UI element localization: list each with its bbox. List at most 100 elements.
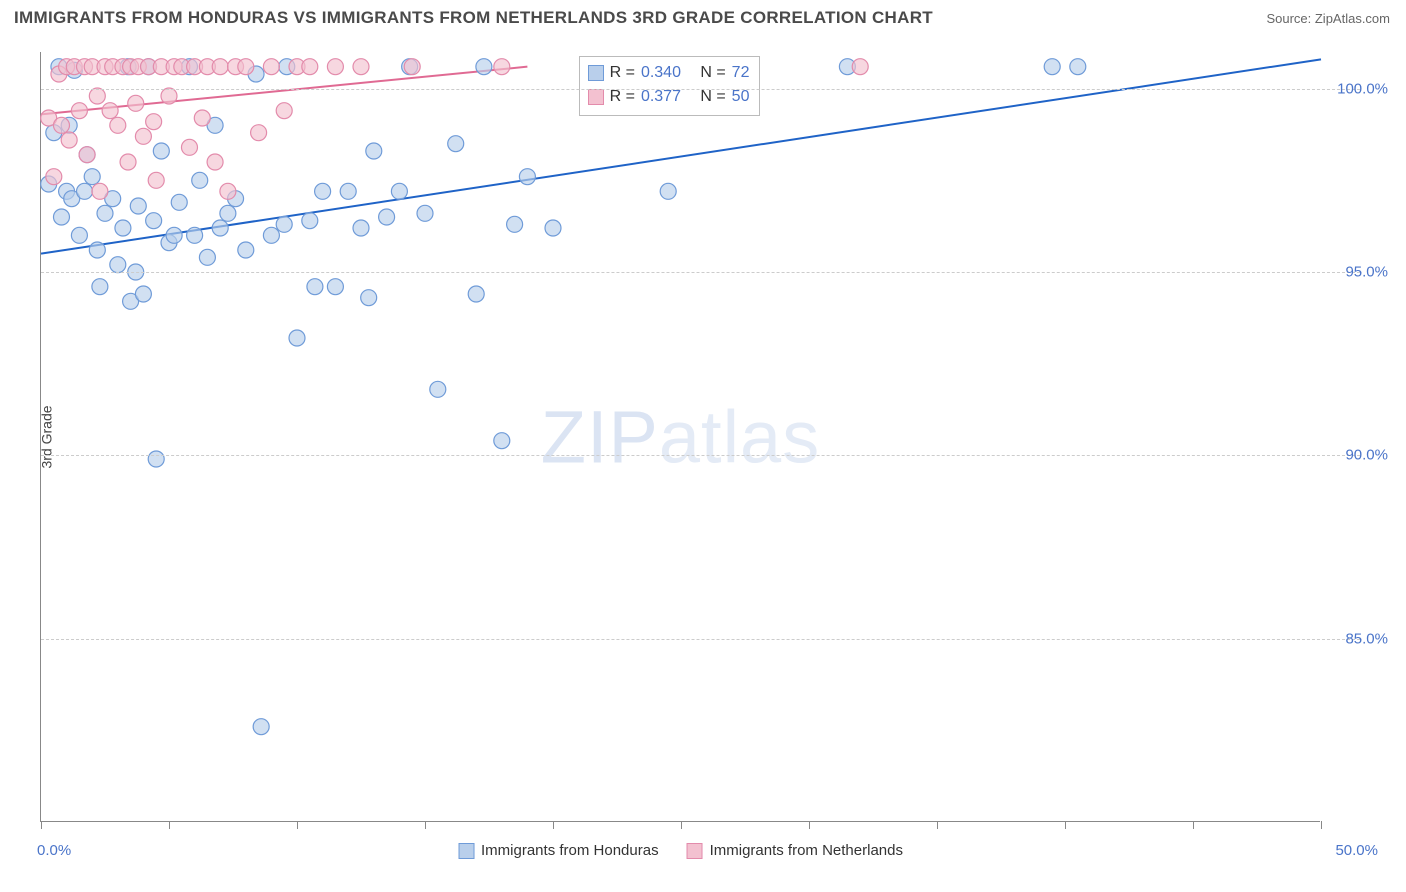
gridline-h xyxy=(41,89,1360,90)
x-tick xyxy=(1321,821,1322,829)
data-point xyxy=(315,183,331,199)
gridline-h xyxy=(41,455,1360,456)
data-point xyxy=(92,279,108,295)
data-point xyxy=(353,59,369,75)
x-tick xyxy=(937,821,938,829)
gridline-h xyxy=(41,639,1360,640)
x-tick xyxy=(297,821,298,829)
x-tick xyxy=(41,821,42,829)
data-point xyxy=(430,381,446,397)
x-tick xyxy=(1065,821,1066,829)
x-tick xyxy=(553,821,554,829)
data-point xyxy=(77,183,93,199)
data-point xyxy=(302,59,318,75)
data-point xyxy=(366,143,382,159)
series-legend-item: Immigrants from Honduras xyxy=(458,842,659,859)
data-point xyxy=(379,209,395,225)
plot-area: 3rd Grade ZIPatlas R = 0.340 N = 72 R = … xyxy=(40,52,1320,822)
series-legend-label: Immigrants from Honduras xyxy=(481,842,659,859)
data-point xyxy=(166,227,182,243)
y-tick-label: 90.0% xyxy=(1345,447,1388,464)
y-tick-label: 95.0% xyxy=(1345,264,1388,281)
data-point xyxy=(115,220,131,236)
data-point xyxy=(417,205,433,221)
data-point xyxy=(171,194,187,210)
data-point xyxy=(404,59,420,75)
data-point xyxy=(71,103,87,119)
data-point xyxy=(146,213,162,229)
data-point xyxy=(361,290,377,306)
y-tick-label: 85.0% xyxy=(1345,630,1388,647)
legend-swatch xyxy=(588,65,604,81)
data-point xyxy=(327,279,343,295)
data-point xyxy=(253,719,269,735)
data-point xyxy=(238,242,254,258)
data-point xyxy=(1070,59,1086,75)
x-tick xyxy=(425,821,426,829)
data-point xyxy=(130,198,146,214)
legend-row: R = 0.340 N = 72 xyxy=(588,61,750,85)
data-point xyxy=(92,183,108,199)
data-point xyxy=(207,154,223,170)
data-point xyxy=(148,172,164,188)
x-max-label: 50.0% xyxy=(1335,842,1378,859)
data-point xyxy=(468,286,484,302)
legend-swatch xyxy=(588,89,604,105)
data-point xyxy=(187,227,203,243)
data-point xyxy=(494,59,510,75)
series-legend-label: Immigrants from Netherlands xyxy=(710,842,903,859)
title-bar: IMMIGRANTS FROM HONDURAS VS IMMIGRANTS F… xyxy=(0,0,1406,34)
x-tick xyxy=(169,821,170,829)
data-point xyxy=(199,249,215,265)
data-point xyxy=(212,220,228,236)
x-min-label: 0.0% xyxy=(37,842,71,859)
data-point xyxy=(79,147,95,163)
legend-swatch xyxy=(687,843,703,859)
data-point xyxy=(110,257,126,273)
data-point xyxy=(46,169,62,185)
data-point xyxy=(110,117,126,133)
x-tick xyxy=(681,821,682,829)
data-point xyxy=(84,169,100,185)
data-point xyxy=(340,183,356,199)
data-point xyxy=(135,128,151,144)
data-point xyxy=(89,242,105,258)
data-point xyxy=(181,139,197,155)
data-point xyxy=(89,88,105,104)
data-point xyxy=(476,59,492,75)
y-tick-label: 100.0% xyxy=(1337,80,1388,97)
data-point xyxy=(194,110,210,126)
data-point xyxy=(135,286,151,302)
data-point xyxy=(161,88,177,104)
data-point xyxy=(97,205,113,221)
data-point xyxy=(61,132,77,148)
x-tick xyxy=(1193,821,1194,829)
data-point xyxy=(212,59,228,75)
data-point xyxy=(519,169,535,185)
data-point xyxy=(660,183,676,199)
gridline-h xyxy=(41,272,1360,273)
data-point xyxy=(507,216,523,232)
source-label: Source: ZipAtlas.com xyxy=(1266,11,1390,26)
x-tick xyxy=(809,821,810,829)
data-point xyxy=(53,117,69,133)
chart-title: IMMIGRANTS FROM HONDURAS VS IMMIGRANTS F… xyxy=(14,8,933,28)
data-point xyxy=(448,136,464,152)
data-point xyxy=(263,227,279,243)
data-point xyxy=(852,59,868,75)
data-point xyxy=(153,143,169,159)
data-point xyxy=(289,330,305,346)
chart-svg xyxy=(41,52,1320,821)
correlation-legend: R = 0.340 N = 72 R = 0.377 N = 50 xyxy=(579,56,761,116)
data-point xyxy=(302,213,318,229)
data-point xyxy=(53,209,69,225)
data-point xyxy=(276,216,292,232)
series-legend: Immigrants from Honduras Immigrants from … xyxy=(458,842,903,859)
data-point xyxy=(327,59,343,75)
data-point xyxy=(71,227,87,243)
data-point xyxy=(146,114,162,130)
data-point xyxy=(307,279,323,295)
data-point xyxy=(220,183,236,199)
data-point xyxy=(238,59,254,75)
data-point xyxy=(120,154,136,170)
